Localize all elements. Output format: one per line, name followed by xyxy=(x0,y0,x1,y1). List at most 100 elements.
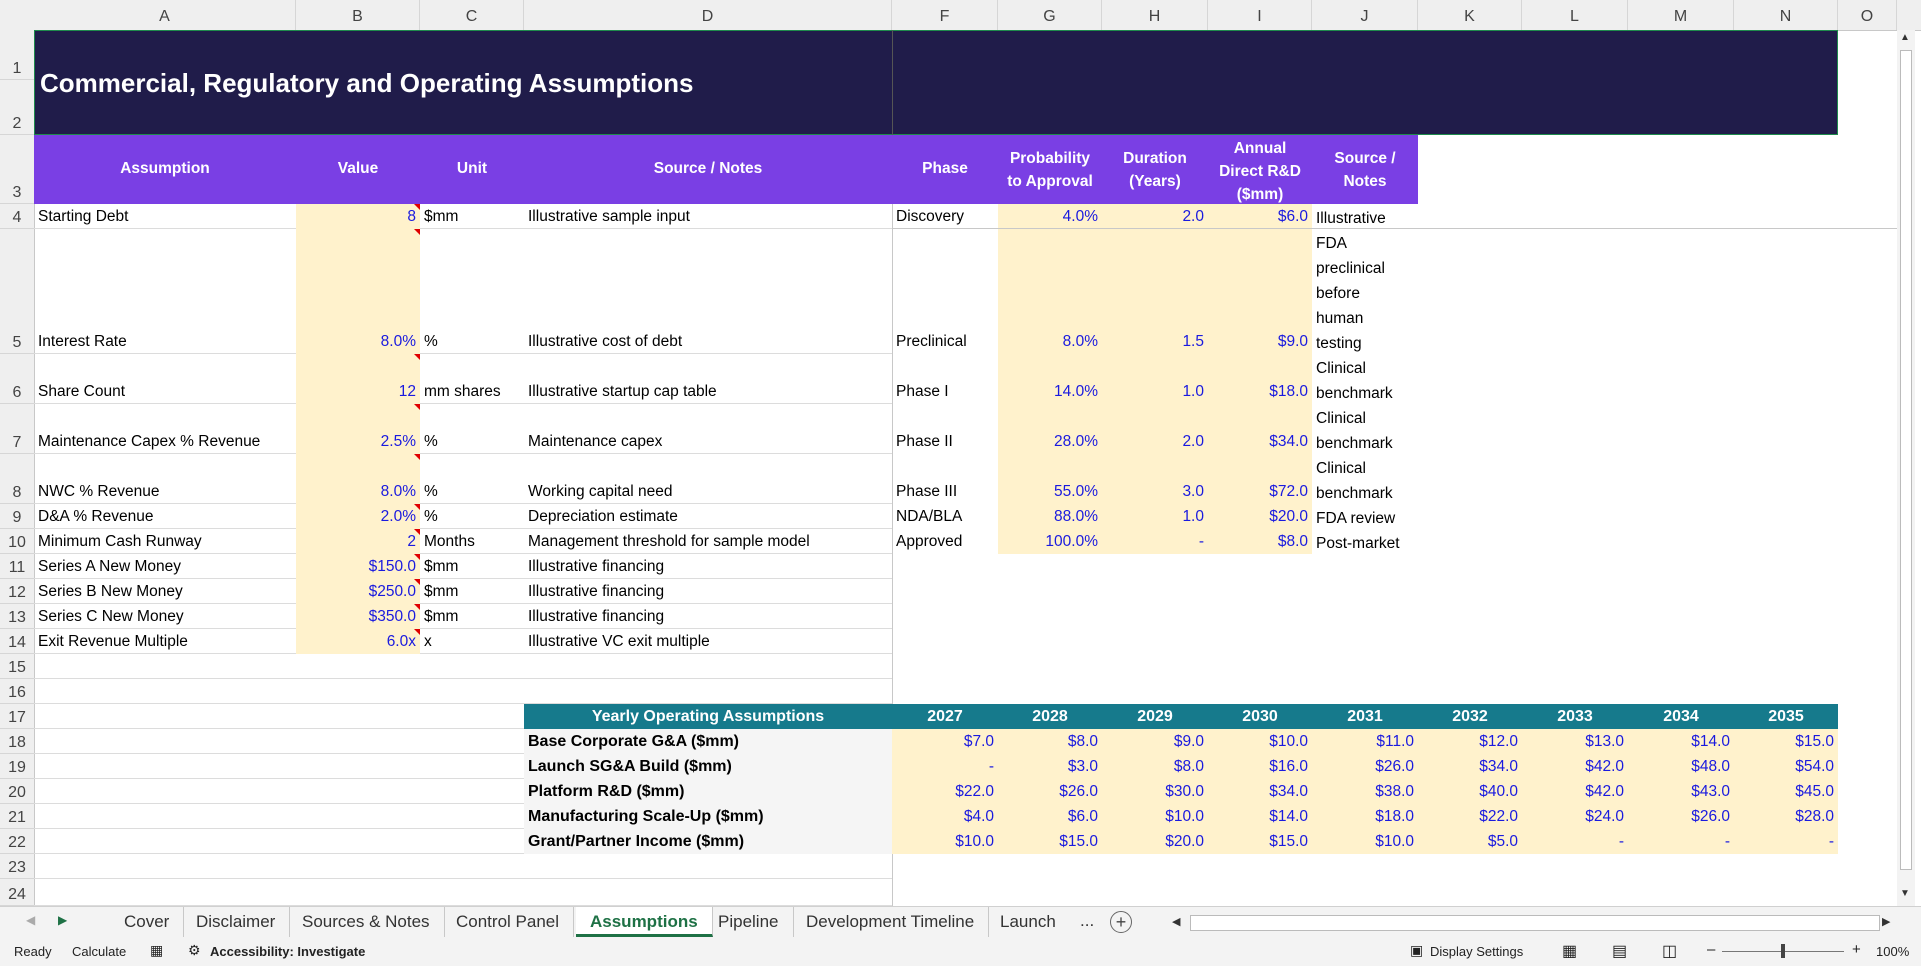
column-header-C[interactable]: C xyxy=(420,0,524,30)
yearly-value-input[interactable]: $34.0 xyxy=(1208,779,1312,804)
row-header-20[interactable]: 20 xyxy=(0,779,34,804)
yearly-value-input[interactable]: - xyxy=(1628,829,1734,854)
vscroll-up-icon[interactable]: ▲ xyxy=(1900,32,1910,43)
assumption-value-input[interactable]: 6.0x xyxy=(296,629,420,654)
yearly-value-input[interactable]: $24.0 xyxy=(1522,804,1628,829)
assumption-value-input[interactable]: 8.0% xyxy=(296,454,420,504)
row-header-16[interactable]: 16 xyxy=(0,679,34,704)
page-layout-icon[interactable]: ▤ xyxy=(1612,943,1628,960)
column-header-F[interactable]: F xyxy=(892,0,998,30)
row-header-14[interactable]: 14 xyxy=(0,629,34,654)
row-header-1[interactable]: 1 xyxy=(0,30,34,80)
phase-rd-input[interactable]: $8.0 xyxy=(1208,529,1312,554)
yearly-value-input[interactable]: $3.0 xyxy=(998,754,1102,779)
comment-indicator-icon[interactable] xyxy=(414,504,420,510)
comment-indicator-icon[interactable] xyxy=(414,579,420,585)
row-header-24[interactable]: 24 xyxy=(0,879,34,906)
row-header-12[interactable]: 12 xyxy=(0,579,34,604)
phase-rd-input[interactable]: $18.0 xyxy=(1208,354,1312,404)
row-header-6[interactable]: 6 xyxy=(0,354,34,404)
yearly-value-input[interactable]: $9.0 xyxy=(1102,729,1208,754)
comment-indicator-icon[interactable] xyxy=(414,604,420,610)
zoom-slider-thumb[interactable] xyxy=(1781,944,1785,958)
add-sheet-icon[interactable]: + xyxy=(1110,911,1132,933)
row-header-5[interactable]: 5 xyxy=(0,229,34,354)
scroll-tabs-right-icon[interactable]: ▶ xyxy=(58,913,68,927)
yearly-value-input[interactable]: $8.0 xyxy=(1102,754,1208,779)
assumption-value-input[interactable]: 2.0% xyxy=(296,504,420,529)
yearly-value-input[interactable]: $30.0 xyxy=(1102,779,1208,804)
yearly-value-input[interactable]: $22.0 xyxy=(892,779,998,804)
row-header-4[interactable]: 4 xyxy=(0,204,34,229)
row-header-2[interactable]: 2 xyxy=(0,80,34,135)
yearly-value-input[interactable]: $4.0 xyxy=(892,804,998,829)
yearly-value-input[interactable]: $18.0 xyxy=(1312,804,1418,829)
sheet-tab-cover[interactable]: Cover xyxy=(110,907,185,937)
column-header-D[interactable]: D xyxy=(524,0,892,30)
yearly-value-input[interactable]: $10.0 xyxy=(1102,804,1208,829)
phase-rd-input[interactable]: $9.0 xyxy=(1208,229,1312,354)
yearly-value-input[interactable]: $26.0 xyxy=(1628,804,1734,829)
yearly-value-input[interactable]: $12.0 xyxy=(1418,729,1522,754)
yearly-value-input[interactable]: $43.0 xyxy=(1628,779,1734,804)
comment-indicator-icon[interactable] xyxy=(414,529,420,535)
phase-duration-input[interactable]: 1.5 xyxy=(1102,229,1208,354)
phase-duration-input[interactable]: 1.0 xyxy=(1102,354,1208,404)
yearly-value-input[interactable]: $13.0 xyxy=(1522,729,1628,754)
phase-rd-input[interactable]: $20.0 xyxy=(1208,504,1312,529)
comment-indicator-icon[interactable] xyxy=(414,204,420,210)
row-header-23[interactable]: 23 xyxy=(0,854,34,879)
phase-probability-input[interactable]: 100.0% xyxy=(998,529,1102,554)
assumption-value-input[interactable]: $250.0 xyxy=(296,579,420,604)
yearly-value-input[interactable]: $28.0 xyxy=(1734,804,1838,829)
sheet-tab-sources-notes[interactable]: Sources & Notes xyxy=(288,907,445,937)
yearly-value-input[interactable]: - xyxy=(1734,829,1838,854)
column-header-K[interactable]: K xyxy=(1418,0,1522,30)
assumption-value-input[interactable]: $150.0 xyxy=(296,554,420,579)
phase-duration-input[interactable]: 1.0 xyxy=(1102,504,1208,529)
phase-rd-input[interactable]: $6.0 xyxy=(1208,204,1312,229)
yearly-value-input[interactable]: $15.0 xyxy=(1734,729,1838,754)
scroll-tabs-left-icon[interactable]: ◀ xyxy=(26,913,36,927)
sheet-tab-development-timeline[interactable]: Development Timeline xyxy=(792,907,990,937)
row-header-13[interactable]: 13 xyxy=(0,604,34,629)
row-header-18[interactable]: 18 xyxy=(0,729,34,754)
assumption-value-input[interactable]: 2.5% xyxy=(296,404,420,454)
column-header-G[interactable]: G xyxy=(998,0,1102,30)
sheet-tab-disclaimer[interactable]: Disclaimer xyxy=(182,907,291,937)
phase-probability-input[interactable]: 88.0% xyxy=(998,504,1102,529)
sheet-tab-control-panel[interactable]: Control Panel xyxy=(442,907,575,937)
phase-duration-input[interactable]: 2.0 xyxy=(1102,404,1208,454)
comment-indicator-icon[interactable] xyxy=(414,454,420,460)
yearly-value-input[interactable]: $16.0 xyxy=(1208,754,1312,779)
status-display-settings[interactable]: Display Settings xyxy=(1430,944,1524,959)
yearly-value-input[interactable]: $15.0 xyxy=(1208,829,1312,854)
assumption-value-input[interactable]: 8.0% xyxy=(296,229,420,354)
phase-probability-input[interactable]: 55.0% xyxy=(998,454,1102,504)
phase-probability-input[interactable]: 4.0% xyxy=(998,204,1102,229)
normal-view-icon[interactable]: ▦ xyxy=(1562,943,1578,960)
sheet-tab-pipeline[interactable]: Pipeline xyxy=(704,907,794,937)
comment-indicator-icon[interactable] xyxy=(414,354,420,360)
column-header-L[interactable]: L xyxy=(1522,0,1628,30)
zoom-in-icon[interactable]: + xyxy=(1852,941,1861,958)
macro-record-icon[interactable]: ▦ xyxy=(150,942,164,958)
phase-duration-input[interactable]: - xyxy=(1102,529,1208,554)
yearly-value-input[interactable]: $8.0 xyxy=(998,729,1102,754)
phase-rd-input[interactable]: $34.0 xyxy=(1208,404,1312,454)
yearly-value-input[interactable]: $20.0 xyxy=(1102,829,1208,854)
yearly-value-input[interactable]: $10.0 xyxy=(1312,829,1418,854)
yearly-value-input[interactable]: $26.0 xyxy=(1312,754,1418,779)
yearly-value-input[interactable]: $10.0 xyxy=(1208,729,1312,754)
phase-duration-input[interactable]: 2.0 xyxy=(1102,204,1208,229)
yearly-value-input[interactable]: $10.0 xyxy=(892,829,998,854)
phase-probability-input[interactable]: 8.0% xyxy=(998,229,1102,354)
row-header-19[interactable]: 19 xyxy=(0,754,34,779)
column-header-N[interactable]: N xyxy=(1734,0,1838,30)
zoom-out-icon[interactable]: – xyxy=(1707,941,1716,958)
yearly-value-input[interactable]: $7.0 xyxy=(892,729,998,754)
column-header-O[interactable]: O xyxy=(1838,0,1897,30)
yearly-value-input[interactable]: $5.0 xyxy=(1418,829,1522,854)
yearly-value-input[interactable]: $42.0 xyxy=(1522,779,1628,804)
status-calculate[interactable]: Calculate xyxy=(72,944,127,959)
